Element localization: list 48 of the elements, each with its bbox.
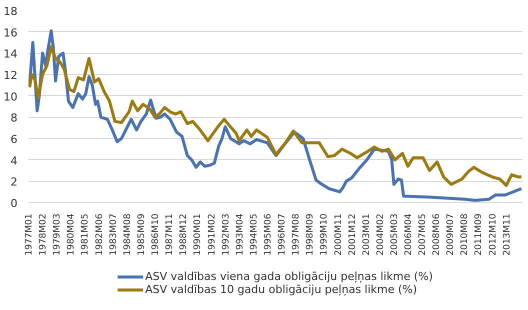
x-tick-label: 1982M06 — [94, 213, 105, 256]
x-tick-label: 1994M05 — [249, 213, 260, 256]
y-tick-label: 4 — [10, 154, 18, 168]
x-tick-label: 2007M05 — [418, 213, 428, 256]
y-tick-label: 18 — [4, 5, 18, 18]
x-tick-label: 1979M03 — [52, 213, 63, 256]
y-tick-label: 2 — [10, 176, 18, 189]
x-tick-label: 1988M12 — [179, 213, 190, 256]
line-series — [28, 45, 522, 187]
x-tick-label: 1991M02 — [207, 213, 218, 256]
x-tick-label: 1980M04 — [66, 213, 77, 256]
x-tick-label: 2012M10 — [488, 213, 498, 256]
x-tick-label: 2011M09 — [474, 213, 484, 256]
x-tick-label: 2000M11 — [334, 213, 344, 256]
x-tick-label: 1993M04 — [235, 213, 246, 256]
y-tick-label: 14 — [4, 48, 18, 61]
x-tick-label: 2003M01 — [362, 213, 372, 256]
x-tick-label: 1997M08 — [292, 213, 302, 256]
x-tick-label: 1978M02 — [38, 213, 49, 256]
x-tick-label: 1995M06 — [263, 213, 274, 256]
x-tick-label: 2005M03 — [390, 213, 400, 256]
x-tick-label: 1986M10 — [151, 213, 162, 256]
x-tick-label: 1998M09 — [306, 213, 316, 256]
x-tick-label: 1984M08 — [122, 213, 133, 256]
x-tick-label: 2013M11 — [502, 213, 512, 256]
x-tick-label: 1981M05 — [80, 213, 91, 256]
x-tick-label: 1983M07 — [108, 213, 119, 256]
x-tick-label: 1996M07 — [277, 213, 288, 256]
x-tick-label: 1977M01 — [24, 213, 35, 256]
x-tick-label: 2006M04 — [404, 213, 414, 256]
legend-label: ASV valdības viena gada obligāciju peļņas likme (%) — [145, 270, 433, 283]
x-tick-label: 1985M09 — [137, 213, 148, 256]
x-tick-label: 1987M11 — [165, 213, 176, 256]
y-tick-label: 16 — [4, 26, 18, 40]
y-tick-label: 12 — [4, 69, 18, 82]
y-tick-label: 10 — [4, 90, 18, 104]
x-tick-label: 2008M06 — [432, 213, 442, 256]
y-tick-label: 8 — [10, 112, 18, 125]
x-tick-label: 1992M03 — [221, 213, 232, 256]
legend-label: ASV valdības 10 gadu obligāciju peļņas likme (%) — [145, 283, 418, 296]
x-tick-label: 2009M07 — [446, 213, 456, 256]
x-tick-label: 1999M10 — [320, 213, 330, 256]
x-tick-label: 2001M12 — [348, 213, 358, 256]
x-tick-label: 1990M01 — [193, 213, 204, 256]
y-tick-label: 0 — [10, 197, 18, 210]
x-tick-label: 2010M08 — [460, 213, 470, 256]
y-tick-label: 6 — [10, 133, 18, 146]
x-tick-label: 2004M02 — [376, 213, 386, 256]
